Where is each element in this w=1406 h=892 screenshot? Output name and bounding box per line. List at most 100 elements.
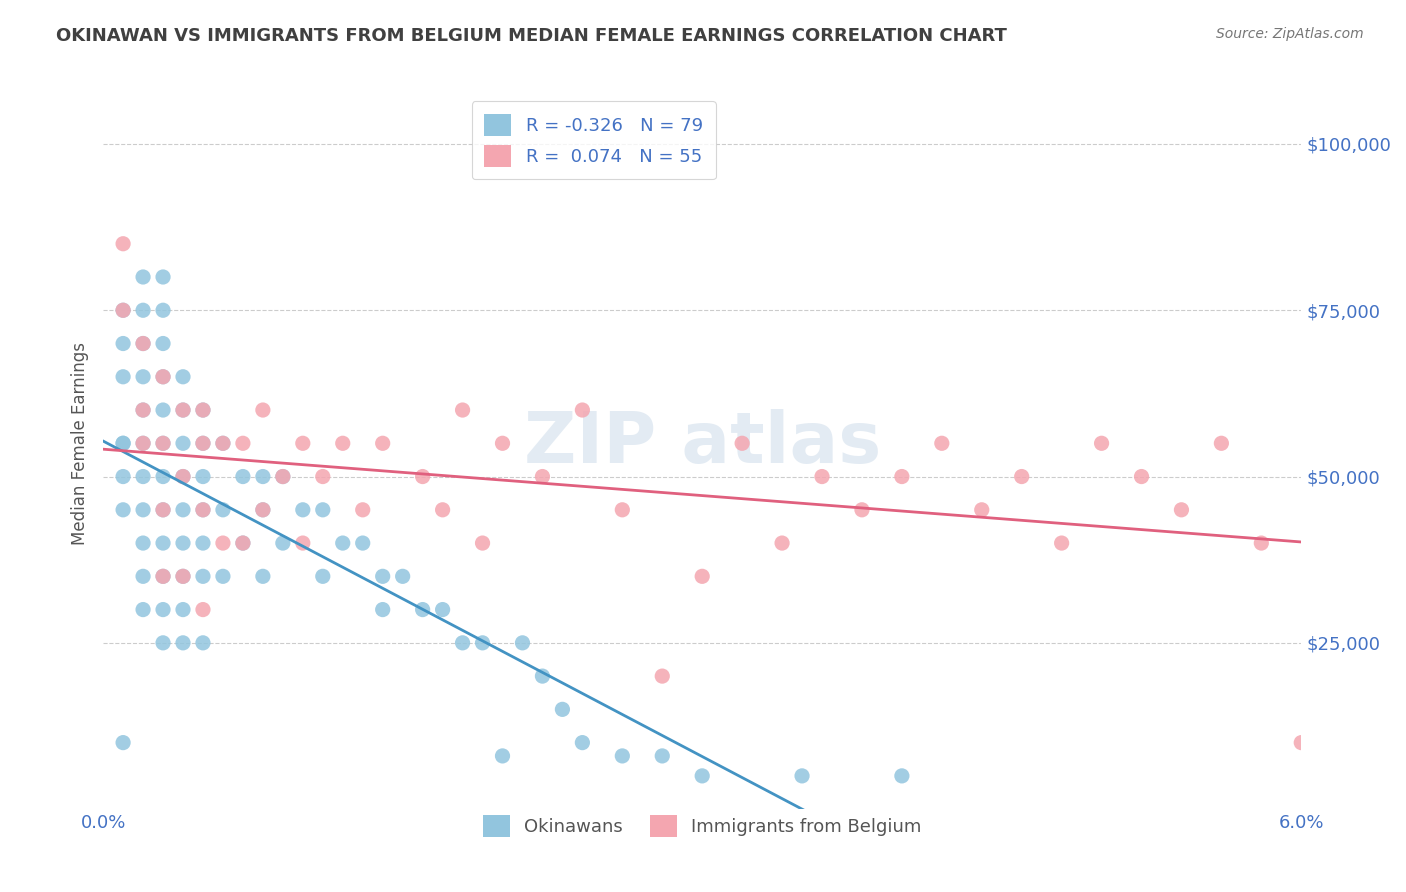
Point <box>1090 436 1112 450</box>
Point <box>232 436 254 450</box>
Point <box>571 736 593 750</box>
Point <box>391 569 413 583</box>
Point <box>612 503 634 517</box>
Point <box>132 336 155 351</box>
Point <box>112 469 135 483</box>
Point <box>152 503 174 517</box>
Point <box>1050 536 1073 550</box>
Point <box>112 336 135 351</box>
Point <box>112 369 135 384</box>
Point <box>512 636 534 650</box>
Point <box>172 536 194 550</box>
Point <box>770 536 793 550</box>
Point <box>571 403 593 417</box>
Point <box>252 469 274 483</box>
Point <box>172 403 194 417</box>
Point <box>232 536 254 550</box>
Point <box>970 503 993 517</box>
Point <box>332 436 354 450</box>
Point <box>191 436 214 450</box>
Point <box>551 702 574 716</box>
Point <box>1250 536 1272 550</box>
Point <box>132 503 155 517</box>
Point <box>172 469 194 483</box>
Point <box>152 503 174 517</box>
Point <box>252 503 274 517</box>
Point <box>212 503 235 517</box>
Point <box>112 436 135 450</box>
Point <box>252 503 274 517</box>
Point <box>152 369 174 384</box>
Point <box>1291 736 1313 750</box>
Point <box>212 569 235 583</box>
Point <box>172 436 194 450</box>
Point <box>232 536 254 550</box>
Text: ZIP atlas: ZIP atlas <box>523 409 880 478</box>
Point <box>312 469 335 483</box>
Point <box>112 503 135 517</box>
Point <box>271 536 294 550</box>
Point <box>112 736 135 750</box>
Point <box>191 503 214 517</box>
Y-axis label: Median Female Earnings: Median Female Earnings <box>72 342 89 545</box>
Point <box>332 536 354 550</box>
Point <box>252 569 274 583</box>
Point <box>152 569 174 583</box>
Point <box>271 469 294 483</box>
Point <box>152 569 174 583</box>
Point <box>132 602 155 616</box>
Point <box>890 769 912 783</box>
Point <box>152 436 174 450</box>
Point <box>152 436 174 450</box>
Point <box>152 369 174 384</box>
Point <box>152 270 174 285</box>
Point <box>172 602 194 616</box>
Point <box>132 303 155 318</box>
Point <box>152 336 174 351</box>
Point <box>132 569 155 583</box>
Point <box>471 536 494 550</box>
Point <box>651 669 673 683</box>
Point <box>451 636 474 650</box>
Point <box>132 369 155 384</box>
Point <box>172 369 194 384</box>
Point <box>352 503 374 517</box>
Point <box>1211 436 1233 450</box>
Point <box>1011 469 1033 483</box>
Point <box>1170 503 1192 517</box>
Point <box>312 503 335 517</box>
Point <box>690 769 713 783</box>
Point <box>790 769 813 783</box>
Point <box>132 436 155 450</box>
Point <box>491 436 513 450</box>
Point <box>432 503 454 517</box>
Point <box>371 602 394 616</box>
Point <box>811 469 834 483</box>
Point <box>172 403 194 417</box>
Point <box>531 469 554 483</box>
Point <box>132 436 155 450</box>
Point <box>690 569 713 583</box>
Point <box>152 636 174 650</box>
Legend: Okinawans, Immigrants from Belgium: Okinawans, Immigrants from Belgium <box>475 807 929 844</box>
Point <box>352 536 374 550</box>
Point <box>651 748 673 763</box>
Point <box>112 436 135 450</box>
Point <box>152 469 174 483</box>
Point <box>371 569 394 583</box>
Point <box>1330 536 1353 550</box>
Point <box>291 536 314 550</box>
Point <box>112 303 135 318</box>
Point <box>132 403 155 417</box>
Point <box>471 636 494 650</box>
Point <box>271 469 294 483</box>
Point <box>112 303 135 318</box>
Point <box>132 270 155 285</box>
Point <box>531 669 554 683</box>
Point <box>152 602 174 616</box>
Point <box>191 403 214 417</box>
Point <box>191 569 214 583</box>
Point <box>212 436 235 450</box>
Point <box>432 602 454 616</box>
Point <box>191 602 214 616</box>
